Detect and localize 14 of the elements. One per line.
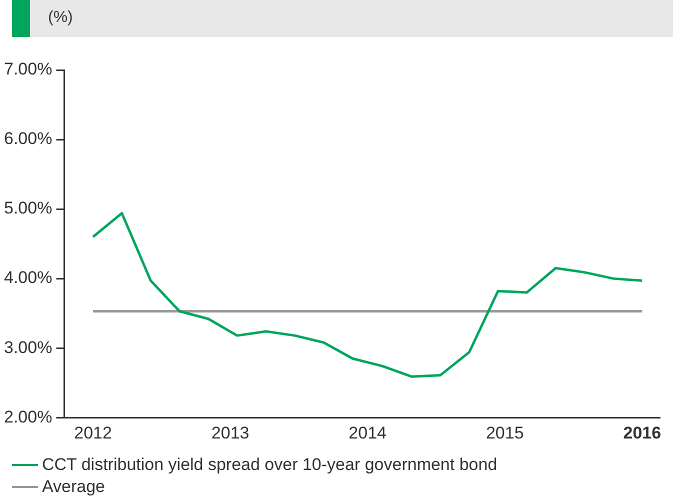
legend-label: CCT distribution yield spread over 10-year government bond bbox=[42, 454, 498, 476]
legend-label: Average bbox=[42, 476, 106, 498]
y-tick-label: 2.00% bbox=[4, 407, 52, 426]
y-tick-label: 4.00% bbox=[4, 268, 52, 288]
x-tick-label: 2015 bbox=[486, 423, 524, 442]
y-tick-label: 3.00% bbox=[4, 338, 52, 357]
y-tick-label: 5.00% bbox=[4, 198, 52, 218]
x-tick-label: 2012 bbox=[74, 423, 112, 442]
x-tick-label: 2013 bbox=[211, 423, 250, 442]
x-tick-label: 2016 bbox=[623, 423, 662, 442]
y-tick-label: 7.00% bbox=[4, 60, 52, 79]
y-tick-label: 6.00% bbox=[4, 129, 52, 148]
chart-title: (%) bbox=[48, 9, 73, 27]
x-tick-label: 2014 bbox=[348, 423, 387, 442]
